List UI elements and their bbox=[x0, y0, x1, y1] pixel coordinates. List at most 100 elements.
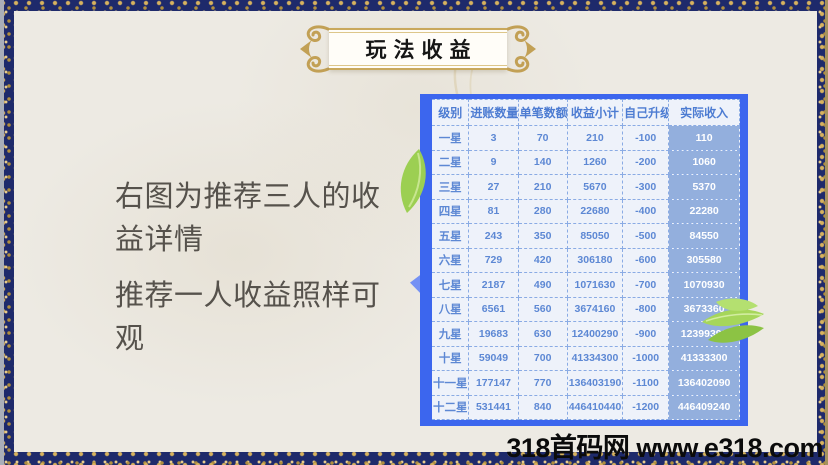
earnings-panel: 级别 进账数量 单笔数额 收益小计 自己升级 实际收入 一星 3 70 210 -100 110 二星… bbox=[420, 94, 748, 426]
value-cell: 9 bbox=[468, 150, 519, 175]
value-cell: 446409240 bbox=[668, 395, 740, 420]
value-cell: -200 bbox=[622, 150, 670, 175]
value-cell: 770 bbox=[518, 370, 568, 396]
table-row: 三星 27 210 5670 -300 5370 bbox=[432, 174, 740, 200]
value-cell: 630 bbox=[518, 321, 568, 347]
value-cell: 280 bbox=[518, 199, 568, 224]
column-header: 进账数量 bbox=[468, 99, 519, 126]
column-header: 级别 bbox=[432, 99, 470, 126]
table-row: 五星 243 350 85050 -500 84550 bbox=[432, 223, 740, 249]
value-cell: -900 bbox=[622, 321, 670, 347]
value-cell: 85050 bbox=[567, 223, 624, 249]
value-cell: 19683 bbox=[468, 321, 519, 347]
earnings-table: 级别 进账数量 单笔数额 收益小计 自己升级 实际收入 一星 3 70 210 -100 110 二星… bbox=[432, 99, 740, 420]
value-cell: 3674160 bbox=[567, 297, 624, 322]
value-cell: 27 bbox=[468, 174, 519, 200]
table-row: 十星 59049 700 41334300 -1000 41333300 bbox=[432, 346, 740, 371]
level-cell: 七星 bbox=[432, 272, 470, 298]
leaf-icon bbox=[400, 149, 426, 213]
value-cell: 84550 bbox=[668, 223, 740, 249]
value-cell: 140 bbox=[518, 150, 568, 175]
value-cell: 22280 bbox=[668, 199, 740, 224]
column-header: 收益小计 bbox=[567, 99, 624, 126]
description-para-1: 右图为推荐三人的收益详情 bbox=[115, 181, 381, 256]
value-cell: 12400290 bbox=[567, 321, 624, 347]
value-cell: 490 bbox=[518, 272, 568, 298]
table-row: 九星 19683 630 12400290 -900 12399390 bbox=[432, 321, 740, 347]
value-cell: -800 bbox=[622, 297, 670, 322]
value-cell: 840 bbox=[518, 395, 568, 420]
value-cell: 177147 bbox=[468, 370, 519, 396]
table-row: 六星 729 420 306180 -600 305580 bbox=[432, 248, 740, 273]
level-cell: 四星 bbox=[432, 199, 470, 224]
page-title: 玩法收益 bbox=[365, 39, 478, 62]
watermark-text: 318首码网 www.e318.com bbox=[506, 433, 823, 463]
value-cell: -600 bbox=[622, 248, 670, 273]
column-header: 实际收入 bbox=[668, 99, 740, 126]
table-row: 七星 2187 490 1071630 -700 1070930 bbox=[432, 272, 740, 298]
value-cell: 420 bbox=[518, 248, 568, 273]
table-row: 十一星 177147 770 136403190 -1100 136402090 bbox=[432, 370, 740, 396]
value-cell: 2187 bbox=[468, 272, 519, 298]
column-header: 单笔数额 bbox=[518, 99, 568, 126]
value-cell: 41334300 bbox=[567, 346, 624, 371]
value-cell: 110 bbox=[668, 125, 740, 151]
value-cell: -500 bbox=[622, 223, 670, 249]
value-cell: 210 bbox=[567, 125, 624, 151]
description-text: 右图为推荐三人的收益详情 推荐一人收益照样可观 bbox=[115, 176, 393, 374]
level-cell: 一星 bbox=[432, 125, 470, 151]
level-cell: 十二星 bbox=[432, 395, 470, 420]
level-cell: 二星 bbox=[432, 150, 470, 175]
value-cell: -700 bbox=[622, 272, 670, 298]
value-cell: 41333300 bbox=[668, 346, 740, 371]
table-row: 四星 81 280 22680 -400 22280 bbox=[432, 199, 740, 224]
table-row: 一星 3 70 210 -100 110 bbox=[432, 125, 740, 151]
value-cell: 5370 bbox=[668, 174, 740, 200]
value-cell: 6561 bbox=[468, 297, 519, 322]
value-cell: 3 bbox=[468, 125, 519, 151]
value-cell: 729 bbox=[468, 248, 519, 273]
value-cell: -300 bbox=[622, 174, 670, 200]
value-cell: 446410440 bbox=[567, 395, 624, 420]
value-cell: 59049 bbox=[468, 346, 519, 371]
value-cell: 1071630 bbox=[567, 272, 624, 298]
scroll-ornament-right-icon bbox=[507, 25, 536, 73]
level-cell: 十一星 bbox=[432, 370, 470, 396]
value-cell: 70 bbox=[518, 125, 568, 151]
value-cell: 305580 bbox=[668, 248, 740, 273]
value-cell: 81 bbox=[468, 199, 519, 224]
table-header-row: 级别 进账数量 单笔数额 收益小计 自己升级 实际收入 bbox=[432, 99, 740, 126]
left-edge-strip bbox=[0, 0, 4, 465]
level-cell: 五星 bbox=[432, 223, 470, 249]
value-cell: 5670 bbox=[567, 174, 624, 200]
value-cell: 136402090 bbox=[668, 370, 740, 396]
table-body: 一星 3 70 210 -100 110 二星 9 140 1260 -200 1060 三星 27 210… bbox=[432, 125, 740, 420]
level-cell: 六星 bbox=[432, 248, 470, 273]
banner-bar: 玩法收益 bbox=[329, 28, 507, 70]
table-row: 八星 6561 560 3674160 -800 3673360 bbox=[432, 297, 740, 322]
scroll-ornament-left-icon bbox=[300, 25, 329, 73]
value-cell: 136403190 bbox=[567, 370, 624, 396]
title-banner: 玩法收益 bbox=[299, 22, 537, 76]
description-para-2: 推荐一人收益照样可观 bbox=[115, 280, 381, 355]
value-cell: -1100 bbox=[622, 370, 670, 396]
right-edge-strip bbox=[825, 0, 828, 465]
value-cell: 243 bbox=[468, 223, 519, 249]
value-cell: 210 bbox=[518, 174, 568, 200]
value-cell: -1200 bbox=[622, 395, 670, 420]
table-row: 十二星 531441 840 446410440 -1200 446409240 bbox=[432, 395, 740, 420]
value-cell: 350 bbox=[518, 223, 568, 249]
column-header: 自己升级 bbox=[622, 99, 670, 126]
value-cell: 531441 bbox=[468, 395, 519, 420]
leaves-icon bbox=[702, 298, 764, 343]
value-cell: 306180 bbox=[567, 248, 624, 273]
value-cell: 560 bbox=[518, 297, 568, 322]
value-cell: -400 bbox=[622, 199, 670, 224]
table-row: 二星 9 140 1260 -200 1060 bbox=[432, 150, 740, 175]
level-cell: 八星 bbox=[432, 297, 470, 322]
value-cell: 1070930 bbox=[668, 272, 740, 298]
level-cell: 九星 bbox=[432, 321, 470, 347]
value-cell: 1060 bbox=[668, 150, 740, 175]
level-cell: 三星 bbox=[432, 174, 470, 200]
